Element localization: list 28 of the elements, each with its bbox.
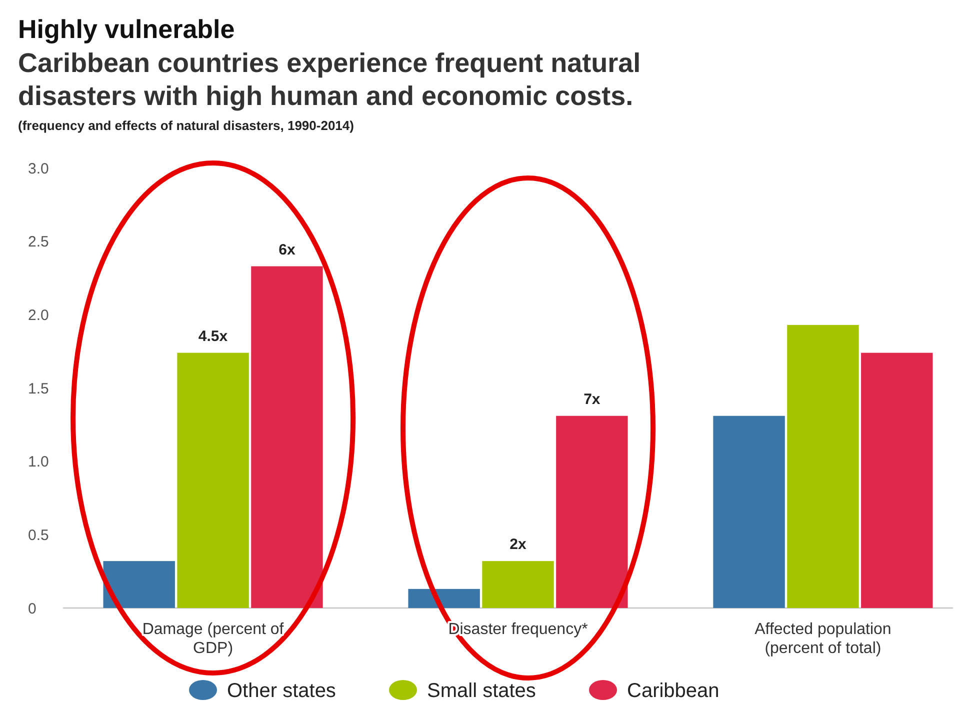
annotation: 6x: [278, 241, 296, 258]
legend-label: Other states: [227, 680, 336, 702]
legend-label: Caribbean: [627, 680, 720, 702]
annotation: 2x: [510, 536, 527, 554]
chart-title: Highly vulnerable: [18, 14, 235, 44]
y-tick-label: 3.0: [28, 160, 49, 178]
text: (frequency and effects of natural disasters, 1990-2014): [18, 118, 354, 133]
legend-label: Small states: [427, 680, 536, 702]
bar: [713, 416, 785, 608]
bar: [251, 266, 323, 608]
bar: [177, 352, 249, 608]
y-tick-label: 0: [28, 600, 36, 618]
bar: [482, 561, 554, 608]
y-tick-label: 1.5: [28, 380, 49, 398]
bar: [861, 352, 933, 608]
bar: [556, 416, 628, 608]
bar: [103, 561, 175, 608]
bar: [408, 588, 480, 608]
chart-subtitle: Caribbean countries experience frequent natural disasters with high human and economic costs.: [18, 48, 641, 111]
x-tick-label: Damage (percent of GDP): [142, 621, 284, 657]
y-tick-label: 2.0: [28, 306, 49, 324]
x-tick-label: Affected population (percent of total): [754, 621, 892, 657]
bar: [787, 324, 859, 608]
y-tick-label: 1.0: [28, 454, 49, 471]
y-tick-label: 0.5: [28, 526, 49, 544]
annotation: 7x: [584, 390, 601, 408]
y-tick-label: 2.5: [28, 234, 49, 251]
annotation: 4.5x: [198, 328, 228, 345]
